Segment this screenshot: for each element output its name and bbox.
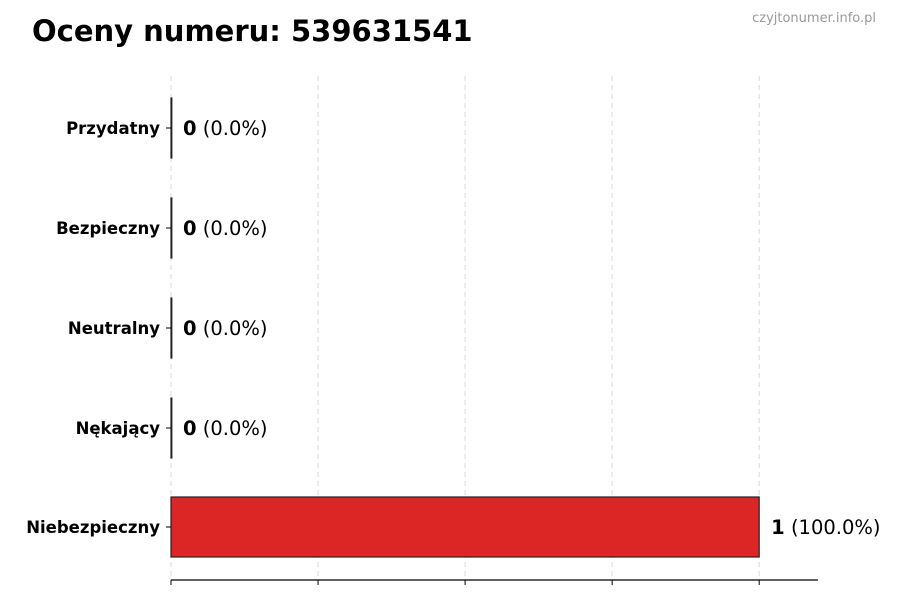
data-label: 1 (100.0%) [771,516,880,539]
bar [170,297,173,359]
data-label-percent: (100.0%) [785,516,881,539]
data-label-count: 0 [183,417,197,440]
data-label-count: 1 [771,516,785,539]
category-label: Bezpieczny [56,219,160,238]
data-label-percent: (0.0%) [197,417,268,440]
data-label-count: 0 [183,217,197,240]
data-label-percent: (0.0%) [197,317,268,340]
chart-title: Oceny numeru: 539631541 [32,14,473,48]
data-label-count: 0 [183,117,197,140]
data-label: 0 (0.0%) [183,217,268,240]
bar [170,397,173,459]
category-label: Nękający [76,419,161,438]
bar [170,197,173,259]
category-label: Niebezpieczny [26,518,160,537]
data-label: 0 (0.0%) [183,317,268,340]
data-label-percent: (0.0%) [197,217,268,240]
data-label: 0 (0.0%) [183,417,268,440]
category-label: Neutralny [68,319,160,338]
category-label: Przydatny [66,119,160,138]
bar [170,97,173,159]
data-label-count: 0 [183,317,197,340]
watermark: czyjtonumer.info.pl [752,11,876,26]
data-label: 0 (0.0%) [183,117,268,140]
bar [170,496,760,558]
data-label-percent: (0.0%) [197,117,268,140]
